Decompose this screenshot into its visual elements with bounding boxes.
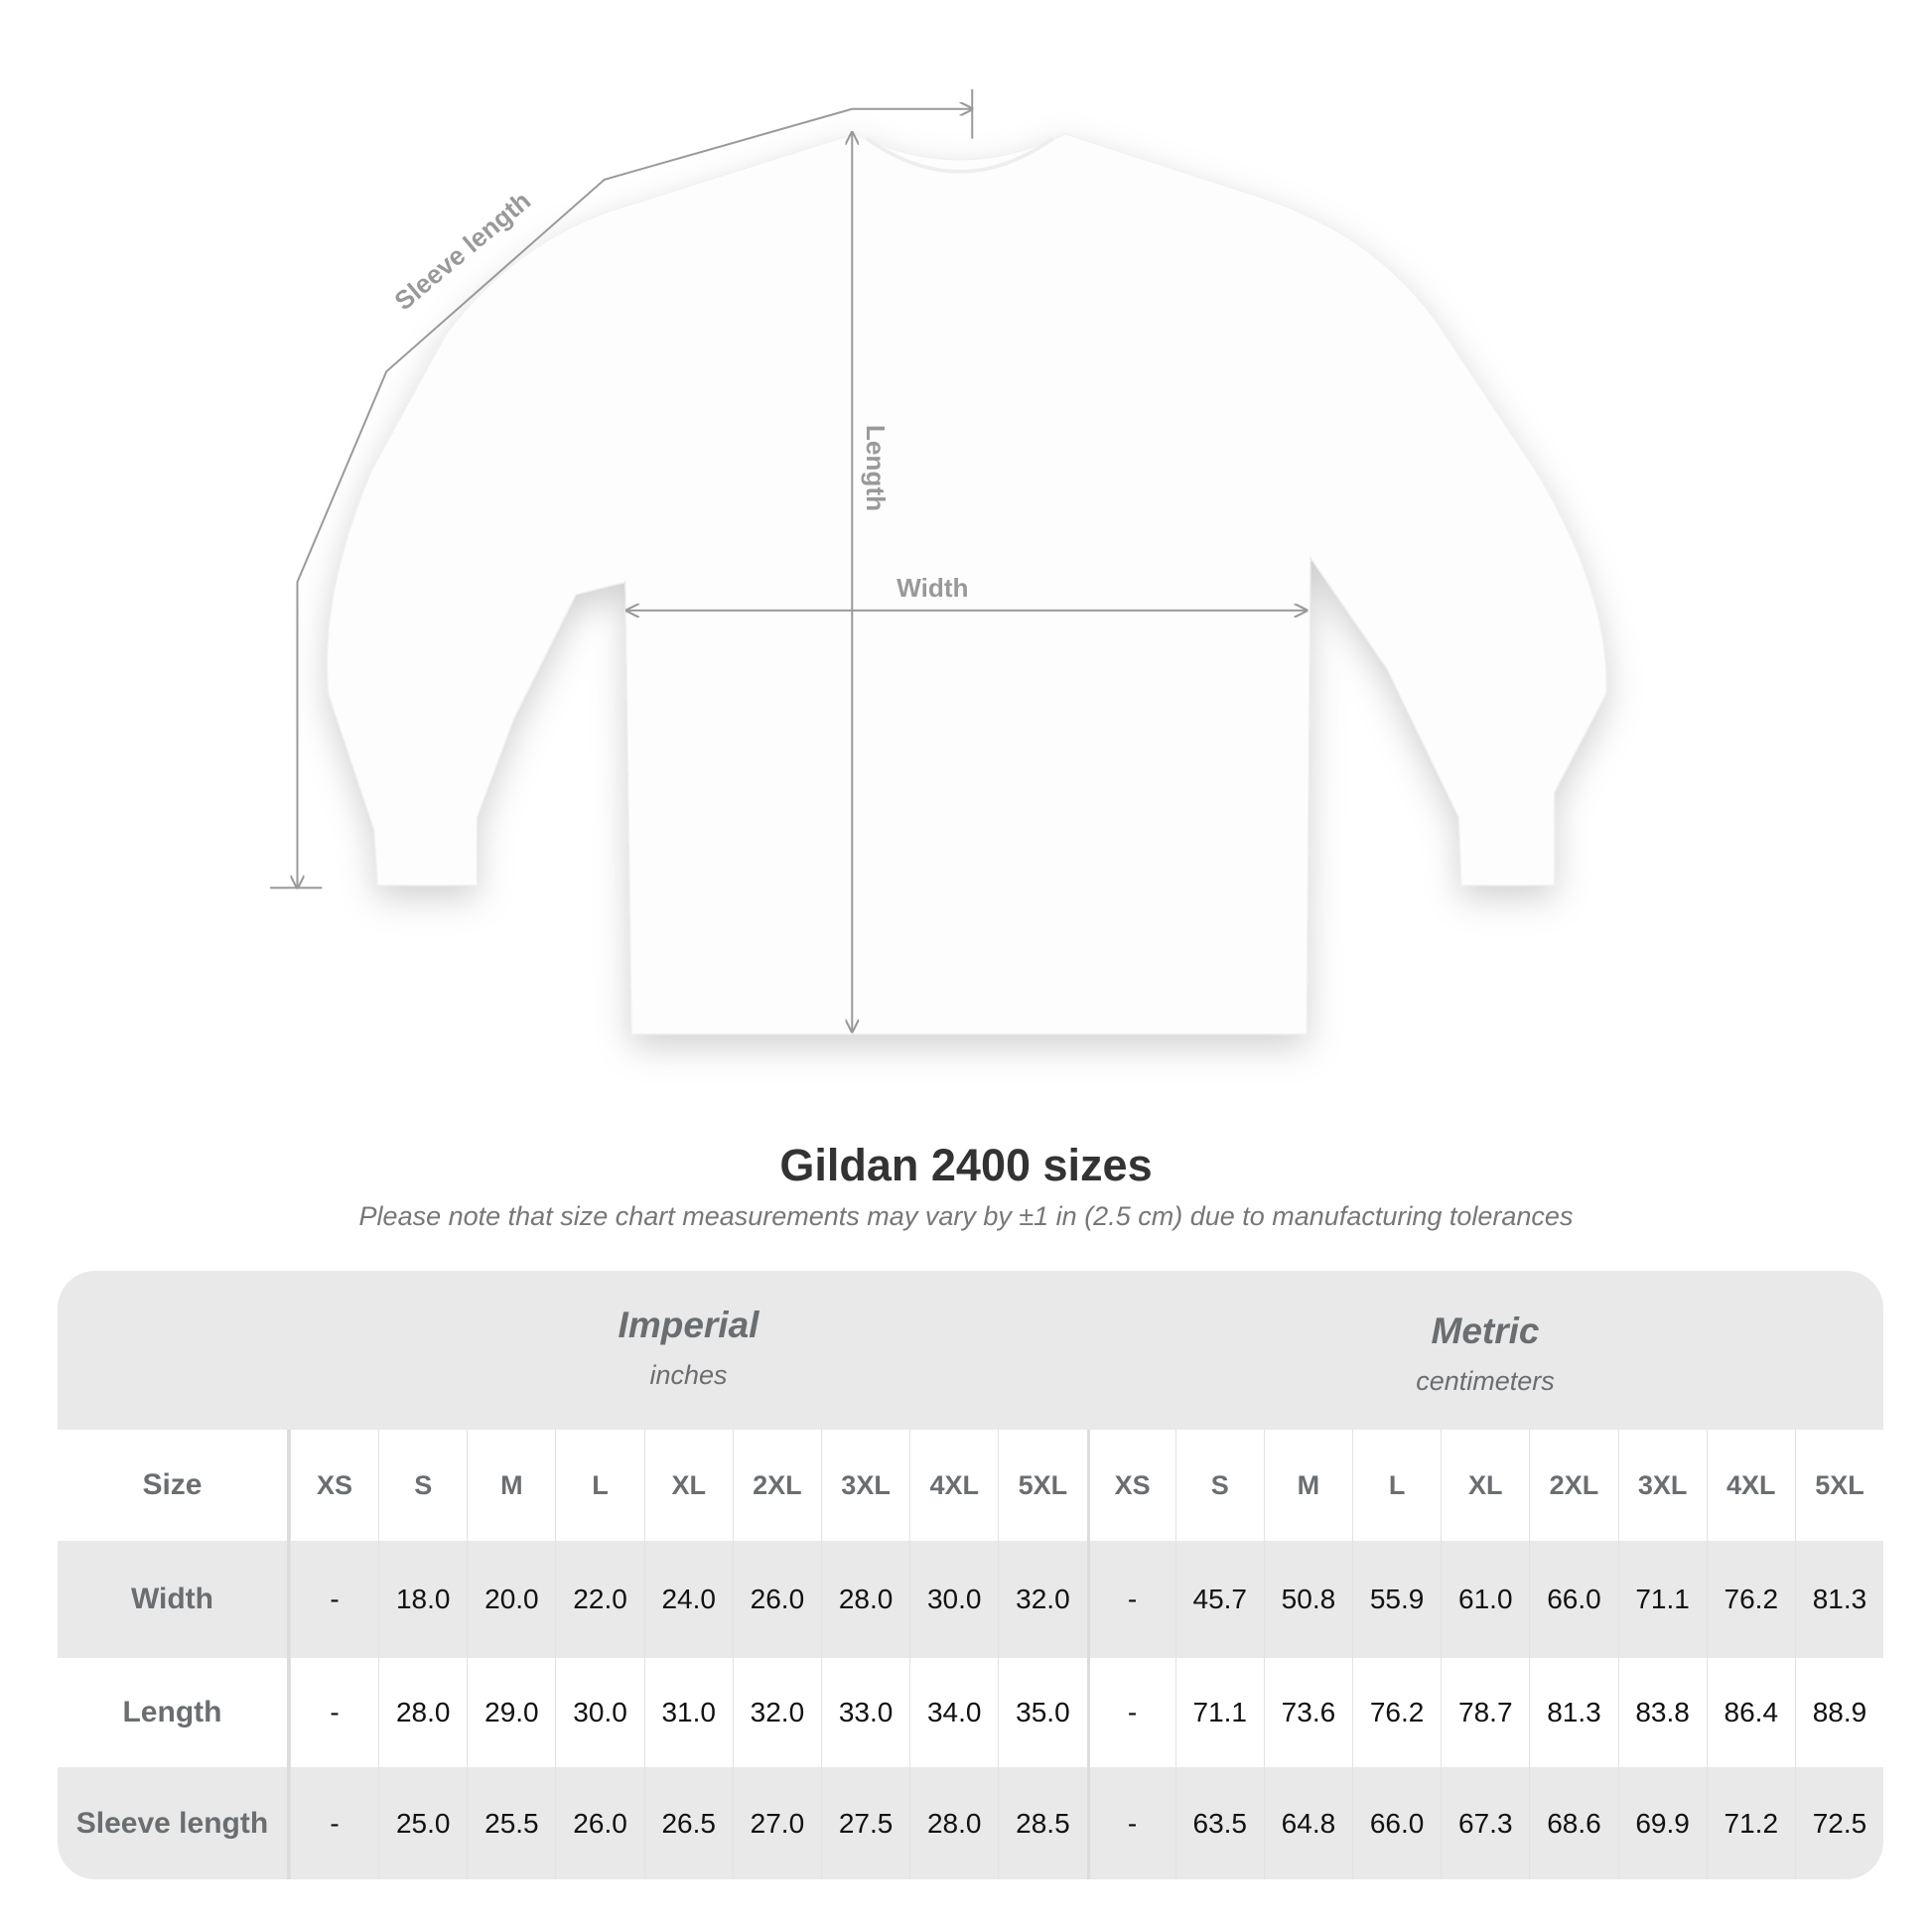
metric-value-cell: 71.1 (1617, 1541, 1707, 1658)
metric-size-header: 3XL (1617, 1430, 1707, 1541)
table-header-band: Imperial inches Metric centimeters (58, 1271, 1883, 1430)
metric-size-header: L (1352, 1430, 1441, 1541)
imperial-size-header: M (467, 1430, 555, 1541)
imperial-size-header: 2XL (732, 1430, 821, 1541)
imperial-size-header: 3XL (820, 1430, 909, 1541)
metric-value-cell: 72.5 (1794, 1767, 1883, 1879)
metric-value-cell: 86.4 (1706, 1658, 1795, 1767)
imperial-size-header: XS (289, 1430, 378, 1541)
metric-value-cell: 73.6 (1263, 1658, 1352, 1767)
imperial-unit: inches (649, 1360, 728, 1390)
metric-value-cell: 45.7 (1174, 1541, 1264, 1658)
metric-value-cell: 68.6 (1529, 1767, 1617, 1879)
metric-value-cell: 88.9 (1794, 1658, 1883, 1767)
metric-value-cell: 71.2 (1706, 1767, 1795, 1879)
metric-size-header: XL (1441, 1430, 1529, 1541)
table-row: Length -28.0 29.0 30.0 31.0 32.0 33.0 34.0 35.0-… (58, 1658, 1883, 1767)
imperial-value-cell: 26.0 (732, 1541, 821, 1658)
imperial-value-cell: 25.0 (378, 1767, 467, 1879)
imperial-value-cell: 27.0 (732, 1767, 821, 1879)
metric-value-cell: - (1086, 1767, 1175, 1879)
length-label: Length (861, 425, 891, 511)
imperial-value-cell: 31.0 (643, 1658, 733, 1767)
metric-value-cell: 69.9 (1617, 1767, 1707, 1879)
imperial-value-cell: - (289, 1767, 378, 1879)
imperial-size-header: S (378, 1430, 467, 1541)
imperial-value-cell: - (289, 1541, 378, 1658)
imperial-value-cell: 32.0 (998, 1541, 1086, 1658)
metric-value-cell: 66.0 (1352, 1767, 1441, 1879)
size-header-row: Size XS S M L XL 2XL 3XL 4XL 5XL XS S M L XL 2XL 3XL 4XL 5… (58, 1430, 1883, 1541)
metric-value-cell: 61.0 (1441, 1541, 1529, 1658)
metric-unit: centimeters (1416, 1366, 1555, 1396)
size-table: Imperial inches Metric centimeters Size X… (58, 1271, 1883, 1879)
imperial-title: Imperial (618, 1305, 759, 1345)
metric-value-cell: 66.0 (1529, 1541, 1617, 1658)
imperial-size-header: L (555, 1430, 643, 1541)
metric-value-cell: 50.8 (1263, 1541, 1352, 1658)
row-label: Size (58, 1430, 290, 1541)
row-label: Sleeve length (58, 1767, 290, 1879)
imperial-value-cell: 25.5 (467, 1767, 555, 1879)
metric-value-cell: 71.1 (1174, 1658, 1264, 1767)
imperial-value-cell: 26.5 (643, 1767, 733, 1879)
imperial-value-cell: 28.0 (820, 1541, 909, 1658)
metric-value-cell: - (1086, 1658, 1175, 1767)
metric-size-header: XS (1086, 1430, 1175, 1541)
metric-value-cell: 76.2 (1706, 1541, 1795, 1658)
metric-value-cell: 55.9 (1352, 1541, 1441, 1658)
metric-value-cell: 83.8 (1617, 1658, 1707, 1767)
metric-value-cell: 63.5 (1174, 1767, 1264, 1879)
imperial-value-cell: 22.0 (555, 1541, 643, 1658)
imperial-value-cell: 26.0 (555, 1767, 643, 1879)
imperial-value-cell: 28.0 (378, 1658, 467, 1767)
imperial-value-cell: 18.0 (378, 1541, 467, 1658)
row-label: Width (58, 1541, 290, 1658)
metric-size-header: S (1174, 1430, 1264, 1541)
tolerance-note: Please note that size chart measurements… (358, 1201, 1574, 1231)
imperial-value-cell: 33.0 (820, 1658, 909, 1767)
metric-title: Metric (1431, 1311, 1540, 1351)
metric-value-cell: - (1086, 1541, 1175, 1658)
sleeve-measure-line (297, 109, 972, 889)
metric-size-header: M (1263, 1430, 1352, 1541)
metric-value-cell: 81.3 (1529, 1658, 1617, 1767)
imperial-header: Imperial inches (290, 1305, 1087, 1391)
imperial-value-cell: 30.0 (909, 1541, 998, 1658)
imperial-value-cell: 20.0 (467, 1541, 555, 1658)
metric-value-cell: 64.8 (1263, 1767, 1352, 1879)
table-row: Width -18.0 20.0 22.0 24.0 26.0 28.0 30.0 32.0-4… (58, 1541, 1883, 1658)
imperial-value-cell: 32.0 (732, 1658, 821, 1767)
imperial-value-cell: - (289, 1658, 378, 1767)
width-label: Width (897, 573, 968, 603)
imperial-value-cell: 29.0 (467, 1658, 555, 1767)
metric-value-cell: 78.7 (1441, 1658, 1529, 1767)
metric-value-cell: 76.2 (1352, 1658, 1441, 1767)
table-row: Sleeve length -25.0 25.5 26.0 26.5 27.0 27.5 28… (58, 1767, 1883, 1879)
metric-value-cell: 67.3 (1441, 1767, 1529, 1879)
imperial-value-cell: 30.0 (555, 1658, 643, 1767)
metric-value-cell: 81.3 (1794, 1541, 1883, 1658)
imperial-value-cell: 27.5 (820, 1767, 909, 1879)
metric-size-header: 4XL (1706, 1430, 1795, 1541)
imperial-value-cell: 28.0 (909, 1767, 998, 1879)
imperial-size-header: XL (643, 1430, 733, 1541)
imperial-value-cell: 34.0 (909, 1658, 998, 1767)
shirt-diagram: Sleeve length Length Width (270, 88, 1607, 1035)
metric-size-header: 5XL (1794, 1430, 1883, 1541)
page-title: Gildan 2400 sizes (779, 1140, 1153, 1190)
imperial-size-header: 5XL (998, 1430, 1086, 1541)
row-label: Length (58, 1658, 290, 1767)
imperial-size-header: 4XL (909, 1430, 998, 1541)
metric-size-header: 2XL (1529, 1430, 1617, 1541)
imperial-value-cell: 24.0 (643, 1541, 733, 1658)
metric-header: Metric centimeters (1087, 1311, 1883, 1397)
imperial-value-cell: 28.5 (998, 1767, 1086, 1879)
imperial-value-cell: 35.0 (998, 1658, 1086, 1767)
